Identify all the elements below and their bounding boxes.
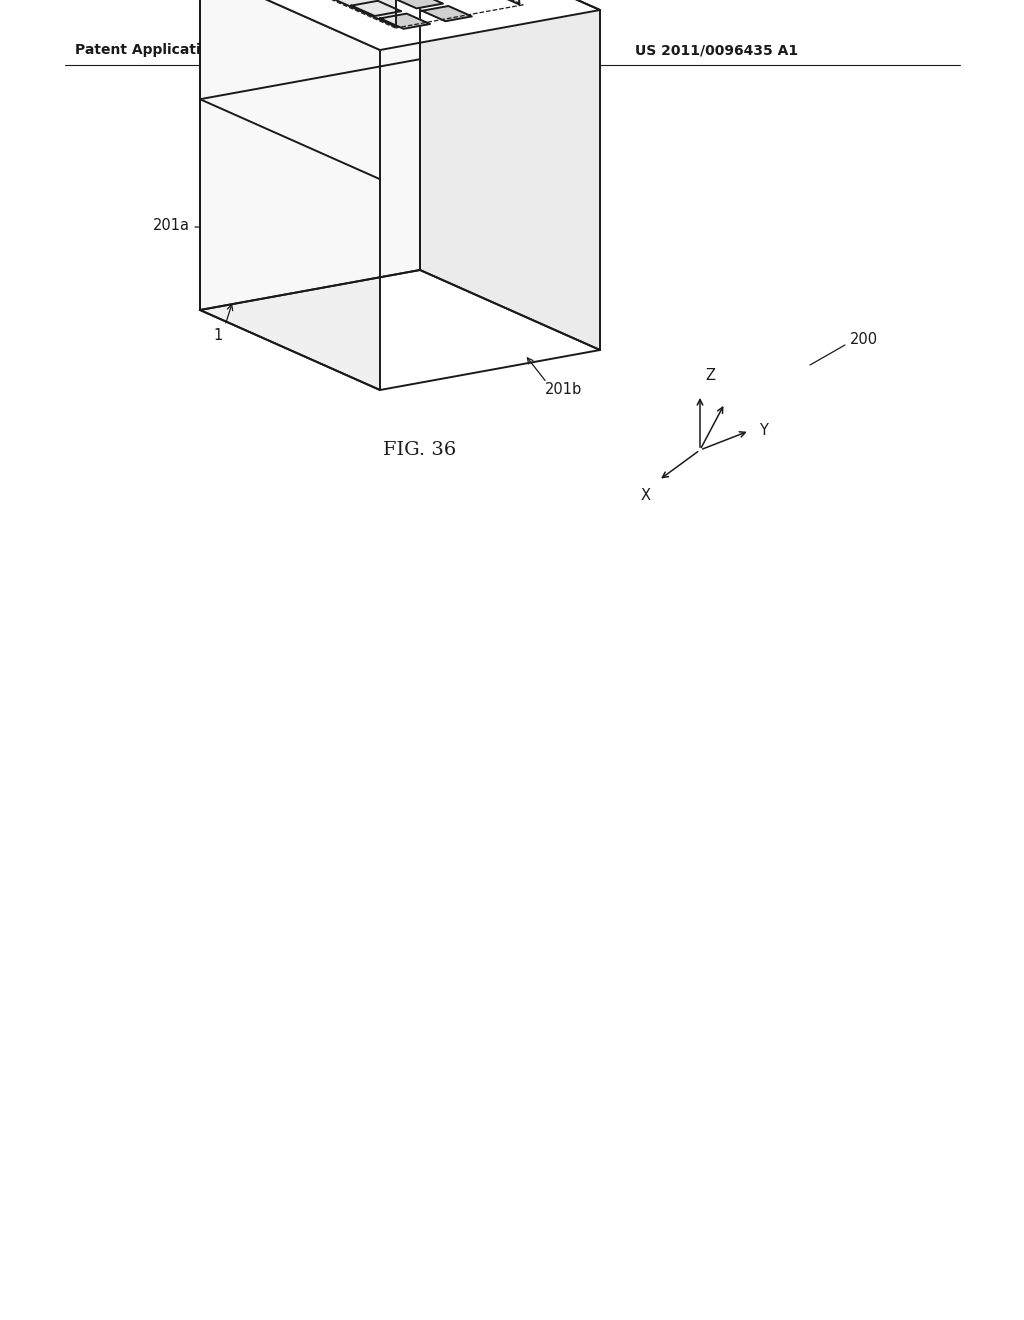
Text: US 2011/0096435 A1: US 2011/0096435 A1 [635, 44, 798, 57]
Polygon shape [252, 0, 396, 26]
Text: Z: Z [705, 368, 715, 383]
Text: 201a: 201a [153, 219, 190, 234]
Text: X: X [641, 488, 650, 503]
Text: 201b: 201b [545, 381, 582, 397]
Polygon shape [393, 0, 443, 8]
Polygon shape [420, 0, 600, 350]
Text: Y: Y [760, 424, 768, 438]
Polygon shape [200, 0, 600, 50]
Polygon shape [375, 0, 519, 4]
Polygon shape [422, 7, 472, 21]
Polygon shape [200, 0, 420, 310]
Text: 200: 200 [850, 333, 879, 347]
Text: Patent Application Publication: Patent Application Publication [75, 44, 312, 57]
Text: Apr. 28, 2011  Sheet 32 of 34: Apr. 28, 2011 Sheet 32 of 34 [362, 44, 591, 57]
Polygon shape [351, 1, 401, 16]
Text: FIG. 36: FIG. 36 [383, 441, 457, 459]
Polygon shape [200, 0, 380, 389]
Polygon shape [380, 13, 430, 29]
Text: 1: 1 [213, 329, 222, 343]
